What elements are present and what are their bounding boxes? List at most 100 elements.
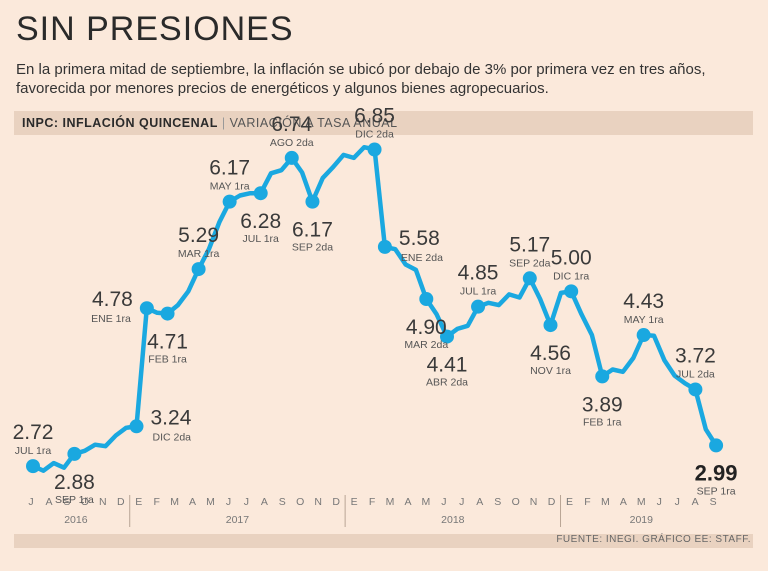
data-value-label: 4.71 <box>147 331 188 354</box>
data-period-label: ABR 2da <box>426 377 468 389</box>
header-bar-light: VARIACIÓN A TASA ANUAL <box>229 116 398 130</box>
x-tick-label: M <box>206 496 215 508</box>
data-point <box>440 329 454 344</box>
x-tick-label: N <box>530 496 538 508</box>
data-period-label: DIC 2da <box>355 129 394 141</box>
data-point <box>595 369 610 384</box>
data-period-label: MAY 1ra <box>210 181 250 193</box>
data-point <box>160 306 175 321</box>
x-tick-label: O <box>512 496 520 508</box>
data-point <box>471 299 486 314</box>
header-bar-bold: INPC: INFLACIÓN QUINCENAL <box>22 116 218 130</box>
data-period-label: JUL 1ra <box>460 286 497 298</box>
data-period-label: JUL 1ra <box>15 445 52 457</box>
data-period-label: DIC 1ra <box>553 270 589 282</box>
data-point <box>636 328 651 343</box>
x-tick-label: D <box>548 496 556 508</box>
x-tick-label: E <box>351 496 358 508</box>
data-value-label: 4.43 <box>623 290 664 313</box>
year-label: 2018 <box>441 514 465 526</box>
year-label: 2017 <box>226 514 250 526</box>
footer-bar: FUENTE: INEGI. GRÁFICO EE: STAFF. <box>14 534 753 548</box>
data-period-label: AGO 2da <box>270 137 314 149</box>
data-period-label: DIC 2da <box>153 431 192 443</box>
x-tick-label: J <box>244 496 249 508</box>
data-point <box>67 446 82 461</box>
chart-title: SIN PRESIONES <box>16 10 294 48</box>
data-period-label: MAY 1ra <box>624 314 664 326</box>
x-tick-label: M <box>422 496 431 508</box>
x-tick-label: J <box>459 496 464 508</box>
x-tick-label: M <box>637 496 646 508</box>
data-point <box>305 194 320 209</box>
x-tick-label: F <box>369 496 375 508</box>
data-point <box>367 142 382 157</box>
data-point <box>222 194 237 209</box>
data-period-label: SEP 2da <box>292 242 333 254</box>
x-tick-label: M <box>170 496 179 508</box>
x-tick-label: D <box>117 496 125 508</box>
header-bar-separator: | <box>221 116 226 130</box>
data-value-label: 6.28 <box>240 210 281 233</box>
header-bar-text: INPC: INFLACIÓN QUINCENAL | VARIACIÓN A TA… <box>22 116 398 130</box>
data-period-label: SEP 1ra <box>697 485 736 497</box>
data-point <box>522 271 537 286</box>
x-tick-label: J <box>226 496 231 508</box>
data-point <box>26 459 40 474</box>
data-point <box>377 239 392 254</box>
x-tick-label: S <box>710 496 717 508</box>
data-period-label: MAR 1ra <box>178 248 220 260</box>
data-point <box>191 262 206 277</box>
x-tick-label: J <box>28 496 33 508</box>
x-axis: J A S O N D E F M A M J J A S O N D E F M A M J J A S O N D E F M A M J J A S2… <box>28 495 717 527</box>
year-label: 2019 <box>630 514 654 526</box>
data-value-label: 6.17 <box>209 157 250 180</box>
data-period-label: JUL 1ra <box>243 233 280 245</box>
data-period-label: FEB 1ra <box>583 416 622 428</box>
data-period-label: SEP 1ra <box>55 494 94 506</box>
x-tick-label: D <box>332 496 340 508</box>
data-point <box>564 284 579 299</box>
data-point <box>139 301 154 316</box>
x-tick-label: A <box>476 496 483 508</box>
data-value-label: 6.85 <box>354 105 395 128</box>
data-period-label: MAR 2da <box>404 339 448 351</box>
data-point <box>543 318 558 333</box>
data-value-label: 3.24 <box>151 406 192 429</box>
data-value-label: 4.41 <box>427 354 468 377</box>
data-value-label: 4.78 <box>92 288 133 311</box>
x-tick-label: A <box>404 496 411 508</box>
x-tick-label: A <box>620 496 627 508</box>
x-tick-label: E <box>566 496 573 508</box>
data-point <box>284 150 299 165</box>
x-tick-label: S <box>279 496 286 508</box>
data-value-label: 4.90 <box>406 316 447 339</box>
x-tick-label: E <box>135 496 142 508</box>
x-tick-label: M <box>601 496 610 508</box>
data-value-label: 5.00 <box>551 246 592 269</box>
data-value-label: 5.29 <box>178 224 219 247</box>
data-period-label: ENE 1ra <box>91 313 131 325</box>
data-period-label: JUL 2da <box>676 368 715 380</box>
x-tick-label: J <box>657 496 662 508</box>
data-period-label: NOV 1ra <box>530 365 571 377</box>
x-tick-label: O <box>81 496 89 508</box>
chart-subtitle: En la primera mitad de septiembre, la in… <box>16 61 706 97</box>
year-label: 2016 <box>64 514 88 526</box>
x-tick-label: A <box>261 496 268 508</box>
x-tick-label: F <box>153 496 159 508</box>
data-point <box>709 438 724 453</box>
data-point <box>688 382 703 397</box>
x-tick-label: A <box>692 496 699 508</box>
x-tick-label: F <box>584 496 590 508</box>
data-value-label: 6.17 <box>292 219 333 242</box>
x-tick-label: S <box>63 496 70 508</box>
data-value-label: 2.72 <box>13 421 54 444</box>
data-period-label: FEB 1ra <box>148 354 187 366</box>
data-value-label: 6.74 <box>271 113 312 136</box>
x-tick-label: N <box>314 496 322 508</box>
x-tick-label: O <box>296 496 304 508</box>
x-tick-label: N <box>99 496 107 508</box>
series-dots <box>26 142 724 474</box>
